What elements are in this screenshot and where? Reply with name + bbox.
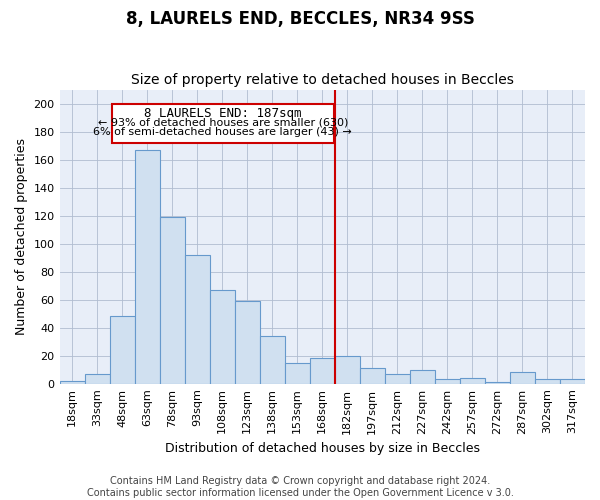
Text: 6% of semi-detached houses are larger (43) →: 6% of semi-detached houses are larger (4… bbox=[94, 127, 352, 137]
Bar bbox=[560, 380, 585, 384]
Text: 8 LAURELS END: 187sqm: 8 LAURELS END: 187sqm bbox=[144, 107, 302, 120]
Bar bbox=[235, 301, 260, 384]
Text: ← 93% of detached houses are smaller (630): ← 93% of detached houses are smaller (63… bbox=[98, 117, 348, 127]
Bar bbox=[260, 336, 285, 384]
Bar bbox=[335, 356, 360, 384]
Bar bbox=[535, 380, 560, 384]
Bar bbox=[59, 381, 85, 384]
Bar bbox=[360, 368, 385, 384]
Bar bbox=[285, 362, 310, 384]
Title: Size of property relative to detached houses in Beccles: Size of property relative to detached ho… bbox=[131, 73, 514, 87]
Bar bbox=[460, 378, 485, 384]
Bar bbox=[435, 380, 460, 384]
Bar bbox=[160, 217, 185, 384]
Bar bbox=[85, 374, 110, 384]
Bar bbox=[110, 316, 134, 384]
Bar bbox=[310, 358, 335, 384]
Bar bbox=[134, 150, 160, 384]
Text: 8, LAURELS END, BECCLES, NR34 9SS: 8, LAURELS END, BECCLES, NR34 9SS bbox=[125, 10, 475, 28]
Bar bbox=[385, 374, 410, 384]
Bar bbox=[485, 382, 510, 384]
Bar bbox=[209, 290, 235, 384]
Y-axis label: Number of detached properties: Number of detached properties bbox=[15, 138, 28, 335]
FancyBboxPatch shape bbox=[112, 104, 334, 143]
Bar bbox=[510, 372, 535, 384]
Text: Contains HM Land Registry data © Crown copyright and database right 2024.
Contai: Contains HM Land Registry data © Crown c… bbox=[86, 476, 514, 498]
Bar bbox=[410, 370, 435, 384]
Bar bbox=[185, 255, 209, 384]
X-axis label: Distribution of detached houses by size in Beccles: Distribution of detached houses by size … bbox=[165, 442, 480, 455]
